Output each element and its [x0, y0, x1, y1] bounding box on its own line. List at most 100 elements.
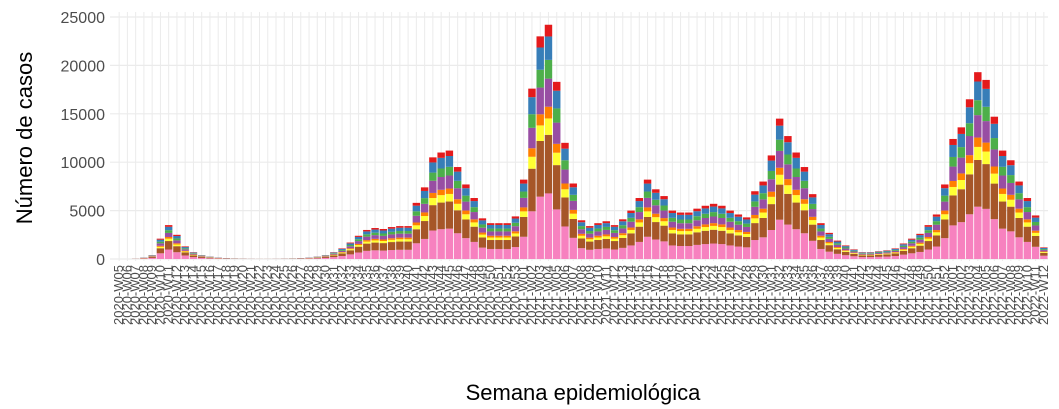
bar-segment: [429, 180, 437, 193]
bar-segment: [486, 224, 495, 229]
bar-segment: [833, 240, 842, 242]
bar-segment: [569, 183, 577, 188]
bar-segment: [899, 244, 908, 246]
bar-segment: [346, 254, 355, 259]
y-axis-title: Número de casos: [12, 52, 37, 224]
bar-segment: [478, 232, 487, 235]
bar-segment: [544, 36, 553, 60]
bar-segment: [561, 160, 569, 170]
bar-segment: [445, 150, 454, 157]
bar-segment: [412, 215, 421, 223]
bar-segment: [156, 245, 165, 247]
x-tick-label: 2021-W51: [929, 265, 944, 325]
bar-segment: [668, 245, 677, 259]
bar-segment: [511, 218, 520, 223]
bar-segment: [627, 227, 635, 230]
bar-segment: [949, 180, 957, 187]
bar-segment: [635, 219, 644, 223]
x-tick-label: 2020-W18: [218, 265, 233, 325]
x-tick-label: 2021-W50: [920, 265, 935, 325]
bar-segment: [891, 250, 899, 253]
bar-segment: [437, 189, 445, 196]
bar-segment: [453, 180, 462, 189]
bar-segment: [982, 121, 990, 143]
bar-segment: [883, 250, 891, 252]
x-tick-label: 2020-W24: [268, 265, 283, 325]
x-tick-label: 2021-W27: [730, 265, 745, 325]
bar-segment: [660, 196, 668, 200]
bar-segment: [470, 226, 478, 242]
bar-segment: [164, 230, 173, 233]
bar-segment: [701, 227, 710, 231]
bar-segment: [586, 233, 594, 238]
bar-segment: [875, 254, 883, 257]
bar-segment: [594, 228, 602, 232]
bar-segment: [164, 236, 173, 239]
bar-segment: [577, 220, 586, 223]
bar-segment: [825, 234, 833, 237]
bar-segment: [808, 203, 817, 210]
bar-segment: [825, 242, 833, 244]
bar-segment: [841, 250, 850, 251]
bar-segment: [561, 189, 569, 198]
bar-segment: [709, 223, 718, 226]
bar-segment: [643, 216, 652, 237]
bar-segment: [693, 208, 701, 212]
x-tick-label: 2020-W15: [194, 265, 209, 325]
bar-segment: [850, 256, 858, 259]
bar-segment: [949, 225, 957, 259]
bar-segment: [685, 234, 693, 246]
bar-segment: [156, 241, 165, 244]
bar-segment: [569, 213, 577, 219]
bar-segment: [544, 193, 553, 259]
bar-segment: [321, 257, 330, 259]
bar-segment: [156, 248, 165, 254]
bar-segment: [363, 243, 371, 251]
bar-segment: [420, 198, 429, 204]
x-tick-label: 2022-W07: [995, 265, 1010, 325]
bar-segment: [792, 195, 800, 203]
bar-segment: [875, 253, 883, 254]
bar-segment: [627, 210, 635, 214]
x-tick-label: 2020-W12: [169, 265, 184, 325]
bar-segment: [759, 185, 767, 194]
x-tick-label: 2020-W08: [136, 265, 151, 325]
bar-segment: [668, 210, 677, 214]
bar-segment: [412, 205, 421, 212]
x-tick-label: 2021-W32: [772, 265, 787, 325]
bar-segment: [610, 225, 619, 227]
bar-segment: [941, 238, 949, 259]
bar-segment: [495, 240, 503, 249]
bar-segment: [932, 214, 941, 217]
bar-segment: [965, 163, 974, 175]
bar-segment: [916, 242, 924, 244]
bar-segment: [742, 219, 751, 224]
bar-segment: [396, 241, 404, 250]
bar-segment: [594, 235, 602, 238]
bar-segment: [883, 254, 891, 257]
bar-segment: [627, 245, 635, 259]
bar-segment: [470, 222, 478, 227]
bar-segment: [586, 227, 594, 232]
bar-segment: [635, 222, 644, 227]
bar-segment: [924, 238, 932, 242]
bar-segment: [775, 167, 784, 175]
bar-segment: [916, 239, 924, 243]
bar-segment: [841, 248, 850, 251]
bar-segment: [478, 220, 487, 225]
y-tick-label: 0: [96, 252, 105, 269]
x-tick-label: 2021-W46: [887, 265, 902, 325]
bar-segment: [553, 90, 561, 109]
bar-segment: [982, 88, 990, 107]
bar-segment: [1031, 217, 1040, 222]
bar-segment: [462, 195, 470, 202]
bar-segment: [891, 248, 899, 249]
bar-segment: [453, 188, 462, 200]
bar-segment: [693, 244, 701, 259]
bar-segment: [949, 186, 957, 196]
bar-segment: [792, 157, 800, 169]
x-tick-label: 2020-W49: [474, 265, 489, 325]
bar-segment: [718, 205, 726, 209]
bar-segment: [866, 252, 875, 254]
x-tick-label: 2021-W07: [565, 265, 580, 325]
